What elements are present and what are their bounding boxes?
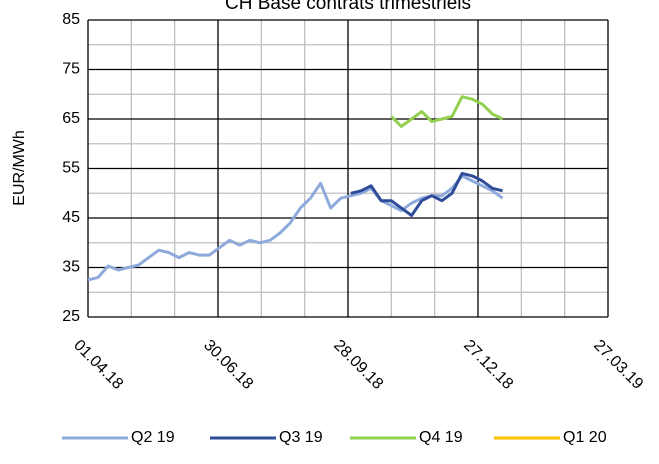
legend-item: Q2 19	[62, 429, 175, 446]
x-tick-label: 28.09.18	[330, 337, 386, 393]
y-tick-label: 35	[62, 259, 80, 276]
y-axis-label: EUR/MWh	[11, 130, 28, 206]
x-tick-label: 27.12.18	[460, 337, 516, 393]
legend-label: Q4 19	[419, 429, 463, 446]
y-tick-label: 55	[62, 160, 80, 177]
x-tick-label: 30.06.18	[200, 337, 256, 393]
legend-label: Q1 20	[563, 429, 607, 446]
y-tick-label: 25	[62, 308, 80, 325]
legend-item: Q3 19	[210, 429, 323, 446]
y-tick-label: 85	[62, 11, 80, 28]
y-tick-label: 75	[62, 61, 80, 78]
grid	[87, 19, 609, 318]
legend-item: Q4 19	[350, 429, 463, 446]
series-line	[390, 95, 504, 128]
y-tick-label: 45	[62, 209, 80, 226]
legend-label: Q3 19	[279, 429, 323, 446]
series-line	[350, 171, 503, 217]
x-tick-label: 01.04.18	[70, 337, 126, 393]
legend-item: Q1 20	[494, 429, 607, 446]
chart-title: CH Base contrats trimestriels	[225, 0, 471, 14]
y-tick-label: 65	[62, 110, 80, 127]
x-tick-label: 27.03.19	[590, 337, 646, 393]
legend-label: Q2 19	[131, 429, 175, 446]
series-line	[87, 174, 504, 282]
